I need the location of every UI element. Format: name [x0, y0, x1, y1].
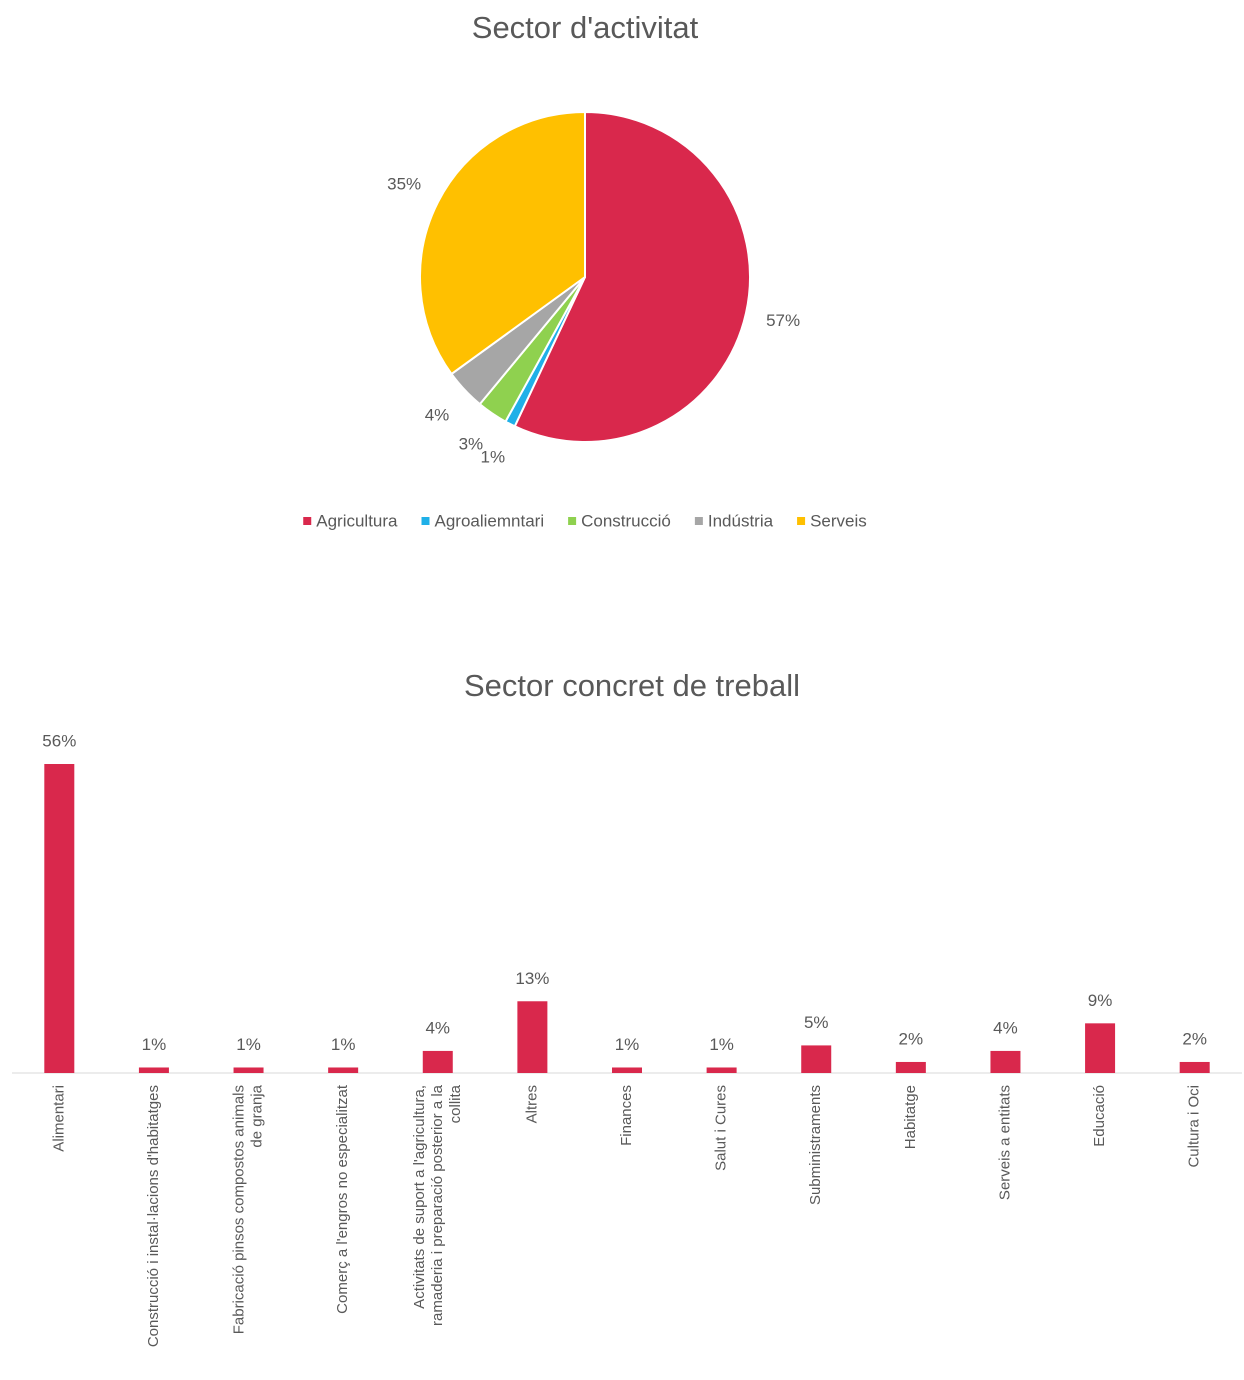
x-tick-label: Serveis a entitats [996, 1085, 1013, 1200]
pie-value-label: 3% [459, 434, 484, 453]
bar-title: Sector concret de treball [464, 668, 800, 703]
bar [801, 1045, 832, 1073]
legend-label: Agricultura [316, 511, 398, 530]
pie-value-label: 35% [387, 174, 421, 193]
bar [328, 1067, 359, 1073]
legend: Agricultura Agroaliemntari Construcció Indú… [303, 511, 867, 530]
x-tick-label: Altres [523, 1085, 540, 1123]
bar [517, 1001, 548, 1073]
bar-value-label: 4% [425, 1018, 450, 1037]
x-tick-label: Finances [618, 1085, 635, 1146]
bar-value-label: 1% [331, 1035, 356, 1054]
x-tick-label: Construcció i instal·lacions d'habitatge… [145, 1085, 162, 1347]
bar-value-label: 1% [709, 1035, 734, 1054]
x-tick-label: Subministraments [807, 1085, 824, 1205]
bar [233, 1067, 264, 1073]
bar-value-label: 13% [515, 969, 549, 988]
bar-value-label: 4% [993, 1018, 1018, 1037]
bar [706, 1067, 737, 1073]
bar [895, 1061, 926, 1073]
x-tick-label: Activitats de suport a l'agricultura,ram… [411, 1084, 464, 1326]
bar-value-label: 2% [899, 1029, 924, 1048]
legend-swatch [421, 517, 430, 525]
pie-slice [419, 110, 586, 376]
x-tick-label: Educació [1091, 1085, 1108, 1147]
bar-value-label: 56% [42, 731, 76, 750]
x-tick-label: Alimentari [50, 1085, 67, 1152]
pie-value-label: 4% [425, 405, 450, 424]
x-tick-label: Cultura i Oci [1186, 1085, 1203, 1168]
bar [612, 1067, 642, 1073]
legend-label: Construcció [581, 511, 671, 530]
x-tick-label: Comerç a l'engros no especialitzat [334, 1084, 351, 1314]
pie-value-label: 1% [481, 447, 506, 466]
x-tick-label: Salut i Cures [713, 1085, 730, 1171]
bar [44, 764, 75, 1073]
pie-value-label: 57% [766, 311, 800, 330]
legend-label: Agroaliemntari [435, 511, 545, 530]
pie-slice [513, 110, 751, 443]
legend-swatch [797, 517, 806, 525]
x-tick-label: Fabricació pinsos compostos animalsde gr… [231, 1084, 266, 1334]
bar [422, 1050, 453, 1073]
bar-value-label: 9% [1088, 991, 1113, 1010]
legend-swatch [303, 517, 312, 525]
legend-swatch [568, 517, 577, 525]
bar-value-label: 1% [615, 1035, 640, 1054]
bar [990, 1050, 1021, 1073]
legend-swatch [694, 517, 703, 525]
bar-value-label: 1% [236, 1035, 261, 1054]
bar-value-label: 2% [1182, 1029, 1207, 1048]
bar [1085, 1023, 1116, 1073]
bar [1179, 1061, 1210, 1073]
pie-title: Sector d'activitat [472, 10, 699, 45]
bar [138, 1067, 169, 1073]
bar-value-label: 5% [804, 1013, 829, 1032]
legend-label: Indústria [708, 511, 774, 530]
bar-value-label: 1% [142, 1035, 167, 1054]
legend-label: Serveis [810, 511, 867, 530]
x-tick-label: Habitatge [902, 1085, 919, 1149]
